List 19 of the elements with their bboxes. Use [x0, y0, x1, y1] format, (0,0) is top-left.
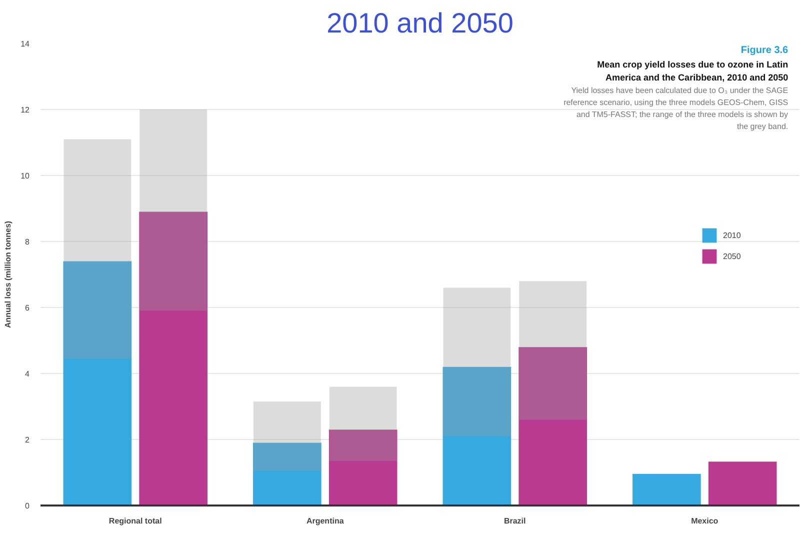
- y-tick-label: 6: [25, 304, 30, 312]
- chart-title: 2010 and 2050: [326, 8, 514, 38]
- text: Mean crop yield losses due to ozone in Latin America and the Caribbean, 2010 and 2050: [597, 59, 788, 83]
- y-tick-label: 2: [25, 436, 30, 444]
- y-tick-label: 0: [25, 502, 30, 510]
- y-tick-label: 12: [20, 106, 30, 114]
- y-tick-label: 14: [20, 40, 30, 48]
- x-tick-label: Regional total: [108, 516, 162, 526]
- y-tick-label: 8: [25, 238, 30, 246]
- y-tick-label: 10: [20, 172, 30, 180]
- x-tick-label: Brazil: [504, 516, 526, 526]
- annotation: Yield losses have been calculated due to O₃ under the SAGE reference scenario, using the three models GEOS-Chem, GISS and TM5-FASST; the range of the three models is shown by the grey band.: [564, 86, 788, 132]
- annotation: Figure 3.6: [740, 45, 789, 56]
- y-axis-title: Annual loss (million tonnes): [4, 220, 13, 328]
- x-tick-label: Mexico: [691, 516, 718, 526]
- y-tick-label: 4: [25, 370, 30, 378]
- legend-label: 2050: [723, 252, 742, 260]
- legend-label: 2010: [723, 230, 742, 240]
- x-tick-label: Argentina: [306, 516, 344, 526]
